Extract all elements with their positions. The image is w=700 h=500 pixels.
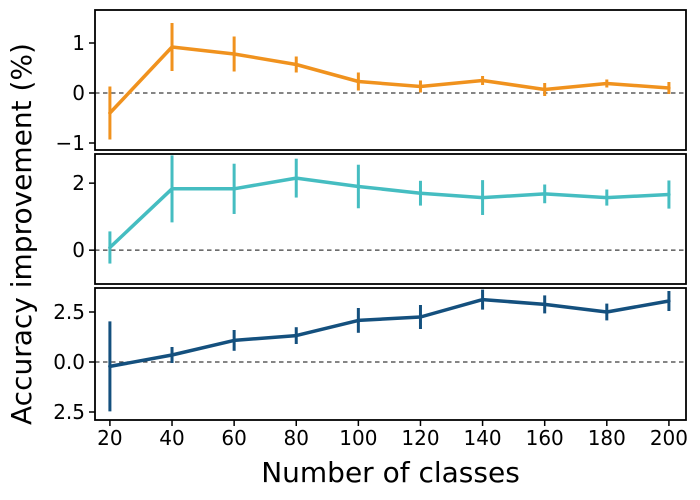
panel-border (94, 287, 687, 421)
x-tick-label: 20 (97, 426, 122, 450)
x-tick-label: 40 (159, 426, 184, 450)
y-tick-label: −1 (56, 131, 85, 155)
x-axis: 20 40 60 80 100 120 140 160 180 200 (97, 420, 688, 450)
x-tick-label: 160 (526, 426, 564, 450)
y-tick-label: 2 (72, 171, 85, 195)
y-tick-label: 1 (72, 31, 85, 55)
y-tick-label: 0 (72, 81, 85, 105)
x-tick-label: 120 (401, 426, 439, 450)
subplot-top-panel: 1 0 −1 (56, 9, 687, 155)
x-tick-label: 80 (284, 426, 309, 450)
y-tick-label: 2.5 (53, 400, 85, 424)
y-axis-label: Accuracy improvement (%) (5, 43, 38, 425)
y-tick-label: 0.0 (53, 350, 85, 374)
y-tick-label: 0 (72, 238, 85, 262)
x-tick-label: 140 (463, 426, 501, 450)
series-top-line (108, 45, 671, 115)
x-tick-label: 180 (588, 426, 626, 450)
x-tick-label: 100 (339, 426, 377, 450)
x-tick-label: 60 (221, 426, 246, 450)
x-tick-label: 200 (650, 426, 688, 450)
x-axis-label: Number of classes (261, 456, 520, 489)
y-tick-label: 2.5 (53, 300, 85, 324)
subplot-bottom-panel: 2.5 0.0 2.5 (53, 287, 687, 424)
series-middle-line (108, 176, 671, 250)
panel-border (94, 9, 687, 151)
series-bottom-line (108, 297, 671, 369)
subplot-middle-panel: 20 (72, 153, 687, 285)
panel-border (94, 153, 687, 285)
